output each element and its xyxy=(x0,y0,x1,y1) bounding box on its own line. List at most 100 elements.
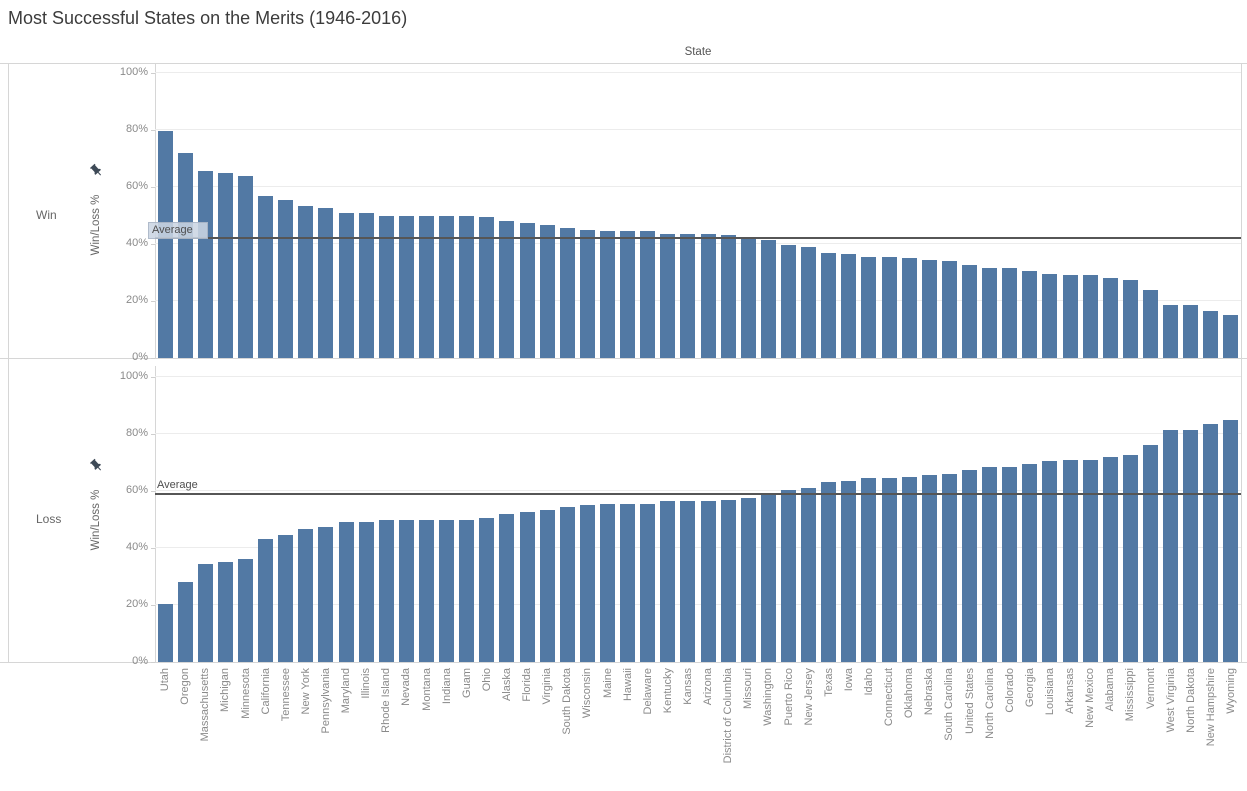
bar-loss-alaska[interactable] xyxy=(499,513,515,662)
bar-win-illinois[interactable] xyxy=(358,212,374,358)
x-axis-label-north-dakota[interactable]: North Dakota xyxy=(1184,668,1197,733)
average-line-label[interactable]: Average xyxy=(148,222,208,240)
bar-win-massachusetts[interactable] xyxy=(197,171,213,358)
bar-loss-oklahoma[interactable] xyxy=(901,476,917,662)
bar-loss-united-states[interactable] xyxy=(962,469,977,662)
x-axis-label-south-carolina[interactable]: South Carolina xyxy=(943,668,956,741)
x-axis-label-massachusetts[interactable]: Massachusetts xyxy=(199,668,212,742)
x-axis-label-alabama[interactable]: Alabama xyxy=(1104,668,1117,712)
bar-win-oregon[interactable] xyxy=(177,152,193,358)
x-axis-label-west-virginia[interactable]: West Virginia xyxy=(1164,668,1177,733)
bar-loss-new-york[interactable] xyxy=(298,529,314,662)
bar-win-puerto-rico[interactable] xyxy=(781,245,796,358)
bar-win-maryland[interactable] xyxy=(338,212,354,358)
x-axis-label-colorado[interactable]: Colorado xyxy=(1003,668,1016,713)
bar-loss-new-hampshire[interactable] xyxy=(1203,424,1219,662)
x-axis-label-pennsylvania[interactable]: Pennsylvania xyxy=(319,668,332,734)
bar-loss-missouri[interactable] xyxy=(740,498,756,662)
x-axis-label-virginia[interactable]: Virginia xyxy=(541,668,554,705)
bar-win-arizona[interactable] xyxy=(700,234,716,358)
x-axis-label-wyoming[interactable]: Wyoming xyxy=(1224,668,1237,714)
bar-win-nevada[interactable] xyxy=(398,215,414,358)
bar-win-maine[interactable] xyxy=(600,231,615,358)
pinned-axis-pushpin-icon[interactable] xyxy=(89,163,104,178)
x-axis-label-district-of-columbia[interactable]: District of Columbia xyxy=(722,668,735,764)
average-reference-line[interactable] xyxy=(155,492,1241,495)
bar-win-washington[interactable] xyxy=(760,239,776,358)
bar-loss-montana[interactable] xyxy=(419,519,434,662)
bar-loss-florida[interactable] xyxy=(519,512,535,662)
bar-win-missouri[interactable] xyxy=(740,236,756,358)
bar-loss-mississippi[interactable] xyxy=(1122,455,1138,662)
bar-loss-georgia[interactable] xyxy=(1022,463,1038,662)
bar-win-new-york[interactable] xyxy=(298,205,314,358)
x-axis-label-texas[interactable]: Texas xyxy=(822,668,835,697)
bar-win-iowa[interactable] xyxy=(841,253,857,358)
x-axis-label-oklahoma[interactable]: Oklahoma xyxy=(903,668,916,719)
bar-loss-ohio[interactable] xyxy=(479,518,495,662)
bar-loss-indiana[interactable] xyxy=(439,519,455,662)
bar-win-tennessee[interactable] xyxy=(278,199,294,358)
bar-win-kansas[interactable] xyxy=(680,234,696,358)
bar-win-rhode-island[interactable] xyxy=(378,215,394,358)
x-axis-label-arizona[interactable]: Arizona xyxy=(702,668,715,706)
x-axis-label-puerto-rico[interactable]: Puerto Rico xyxy=(782,668,795,726)
bar-win-virginia[interactable] xyxy=(539,225,555,358)
bar-win-pennsylvania[interactable] xyxy=(318,208,334,358)
bar-win-west-virginia[interactable] xyxy=(1163,305,1179,358)
bar-loss-michigan[interactable] xyxy=(217,562,233,662)
bar-loss-guam[interactable] xyxy=(459,519,475,662)
bar-loss-pennsylvania[interactable] xyxy=(318,526,334,662)
x-axis-label-illinois[interactable]: Illinois xyxy=(360,668,373,699)
average-reference-line[interactable] xyxy=(155,237,1241,240)
bar-loss-new-mexico[interactable] xyxy=(1082,459,1098,662)
x-axis-label-ohio[interactable]: Ohio xyxy=(480,668,493,692)
x-axis-label-guam[interactable]: Guam xyxy=(460,668,473,698)
bar-loss-maryland[interactable] xyxy=(338,522,354,662)
column-header-state[interactable]: State xyxy=(684,46,712,58)
bar-win-nebraska[interactable] xyxy=(921,259,937,358)
bar-win-vermont[interactable] xyxy=(1143,289,1158,358)
bar-win-louisiana[interactable] xyxy=(1042,273,1058,358)
bar-loss-connecticut[interactable] xyxy=(881,478,897,662)
bar-win-utah[interactable] xyxy=(157,131,173,358)
bar-win-wisconsin[interactable] xyxy=(579,229,595,358)
x-axis-label-missouri[interactable]: Missouri xyxy=(742,668,755,709)
bar-win-mississippi[interactable] xyxy=(1122,279,1138,358)
bar-loss-california[interactable] xyxy=(258,539,274,662)
x-axis-label-michigan[interactable]: Michigan xyxy=(219,668,232,713)
bar-loss-virginia[interactable] xyxy=(539,509,555,662)
bar-loss-washington[interactable] xyxy=(760,495,776,662)
bar-loss-south-carolina[interactable] xyxy=(941,473,957,662)
bar-loss-tennessee[interactable] xyxy=(278,535,294,662)
x-axis-label-arkansas[interactable]: Arkansas xyxy=(1064,668,1077,714)
bar-loss-puerto-rico[interactable] xyxy=(781,489,796,662)
bar-win-south-dakota[interactable] xyxy=(559,228,575,358)
bar-loss-idaho[interactable] xyxy=(861,478,877,662)
bar-win-new-mexico[interactable] xyxy=(1082,275,1098,358)
x-axis-label-montana[interactable]: Montana xyxy=(420,668,433,711)
bar-loss-north-dakota[interactable] xyxy=(1183,429,1199,662)
bar-win-kentucky[interactable] xyxy=(660,234,676,358)
x-axis-label-oregon[interactable]: Oregon xyxy=(179,668,192,705)
x-axis-label-vermont[interactable]: Vermont xyxy=(1144,668,1157,709)
x-axis-label-florida[interactable]: Florida xyxy=(521,668,534,702)
bar-win-hawaii[interactable] xyxy=(620,231,636,358)
row-label-loss[interactable]: Loss xyxy=(36,512,62,526)
bar-loss-south-dakota[interactable] xyxy=(559,506,575,662)
x-axis-label-kentucky[interactable]: Kentucky xyxy=(661,668,674,714)
x-axis-label-new-jersey[interactable]: New Jersey xyxy=(802,668,815,726)
bar-win-indiana[interactable] xyxy=(439,215,455,358)
x-axis-label-iowa[interactable]: Iowa xyxy=(842,668,855,692)
bar-win-idaho[interactable] xyxy=(861,256,877,358)
x-axis-label-minnesota[interactable]: Minnesota xyxy=(239,668,252,719)
bar-loss-wisconsin[interactable] xyxy=(579,505,595,662)
x-axis-label-mississippi[interactable]: Mississippi xyxy=(1124,668,1137,722)
x-axis-label-south-dakota[interactable]: South Dakota xyxy=(561,668,574,735)
bar-win-california[interactable] xyxy=(258,195,274,358)
bar-loss-nevada[interactable] xyxy=(398,519,414,662)
bar-win-arkansas[interactable] xyxy=(1062,275,1078,358)
bar-win-texas[interactable] xyxy=(821,252,837,358)
bar-loss-colorado[interactable] xyxy=(1002,466,1018,662)
x-axis-label-washington[interactable]: Washington xyxy=(762,668,775,726)
